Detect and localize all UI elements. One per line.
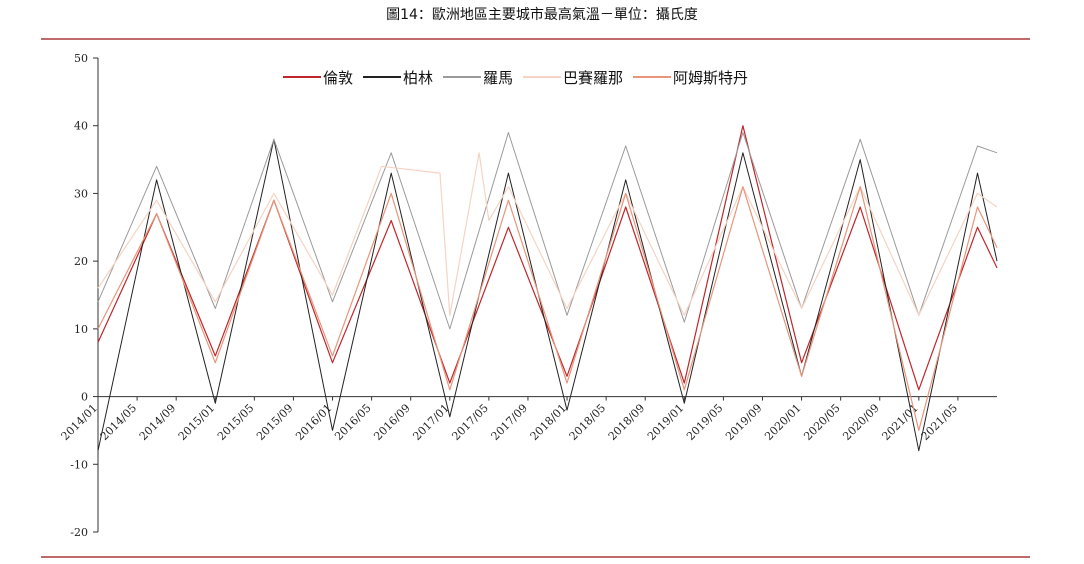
series-line bbox=[97, 186, 998, 431]
x-tick-label: 2020/01 bbox=[762, 402, 804, 444]
x-tick-label: 2019/05 bbox=[684, 402, 726, 444]
x-tick-label: 2019/09 bbox=[723, 402, 765, 444]
legend-label: 阿姆斯特丹 bbox=[673, 69, 748, 87]
series-line bbox=[97, 152, 998, 316]
y-tick-label: 50 bbox=[74, 52, 88, 65]
x-tick-label: 2017/05 bbox=[449, 402, 491, 444]
top-rule bbox=[41, 38, 1030, 40]
y-tick-label: 10 bbox=[74, 323, 88, 336]
x-tick-label: 2014/09 bbox=[137, 402, 179, 444]
x-tick-label: 2015/05 bbox=[215, 402, 257, 444]
x-tick-label: 2015/01 bbox=[176, 402, 218, 444]
y-tick-label: -20 bbox=[70, 526, 88, 539]
x-tick-label: 2017/09 bbox=[489, 402, 531, 444]
legend-label: 柏林 bbox=[403, 69, 433, 87]
x-tick-label: 2019/01 bbox=[645, 402, 687, 444]
series-line bbox=[97, 138, 998, 452]
y-tick-label: 30 bbox=[74, 187, 88, 200]
legend-label: 羅馬 bbox=[483, 69, 513, 87]
x-tick-label: 2014/01 bbox=[59, 402, 101, 444]
chart-title: 圖14：歐洲地區主要城市最高氣溫－單位：攝氏度 bbox=[386, 7, 698, 23]
series-layer bbox=[97, 125, 998, 452]
x-tick-label: 2018/05 bbox=[567, 402, 609, 444]
bottom-rule bbox=[41, 556, 1030, 558]
y-tick-label: 0 bbox=[81, 391, 88, 404]
x-tick-label: 2016/09 bbox=[371, 402, 413, 444]
x-tick-label: 2020/05 bbox=[801, 402, 843, 444]
legend-label: 倫敦 bbox=[323, 69, 353, 87]
axes: -20-10010203040502014/012014/052014/0920… bbox=[59, 52, 997, 539]
y-tick-label: -10 bbox=[70, 458, 88, 471]
legend-label: 巴賽羅那 bbox=[563, 69, 623, 87]
y-tick-label: 40 bbox=[74, 120, 88, 133]
x-tick-label: 2017/01 bbox=[410, 402, 452, 444]
series-line bbox=[97, 132, 998, 330]
x-tick-label: 2020/09 bbox=[840, 402, 882, 444]
x-tick-label: 2021/01 bbox=[879, 402, 921, 444]
x-tick-label: 2015/09 bbox=[254, 402, 296, 444]
y-tick-label: 20 bbox=[74, 255, 88, 268]
x-tick-label: 2016/05 bbox=[332, 402, 374, 444]
x-tick-label: 2018/01 bbox=[528, 402, 570, 444]
legend: 倫敦 柏林 羅馬 巴賽羅那 阿姆斯特丹 bbox=[283, 69, 748, 87]
x-tick-label: 2018/09 bbox=[606, 402, 648, 444]
